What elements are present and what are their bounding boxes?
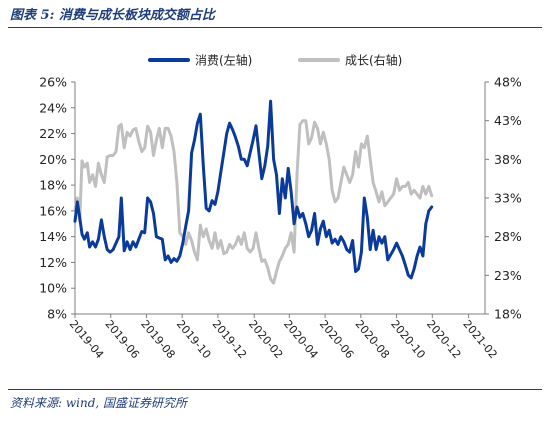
left-tick-label: 10% [39,281,67,296]
left-tick-label: 22% [39,126,67,141]
right-tick-label: 38% [494,152,522,167]
x-tick-label: 2019-12 [210,318,250,362]
right-tick-label: 48% [494,75,522,90]
left-tick-label: 12% [39,255,67,270]
source-rule [8,389,542,390]
left-tick-label: 20% [39,152,67,167]
x-tick-label: 2019-06 [102,318,142,362]
x-tick-label: 2020-10 [388,318,428,362]
right-tick-label: 23% [494,268,522,283]
chart-legend: 消费(左轴) 成长(右轴) [148,53,402,68]
left-tick-label: 8% [47,307,67,322]
left-tick-label: 18% [39,178,67,193]
x-tick-label: 2019-08 [138,318,178,362]
left-tick-label: 26% [39,75,67,90]
right-tick-label: 33% [494,191,522,206]
figure-title: 图表 5: 消费与成长板块成交额占比 [10,8,215,23]
x-tick-label: 2021-02 [460,318,500,362]
x-tick-label: 2020-12 [424,318,464,362]
x-tick-label: 2020-02 [246,318,286,362]
right-tick-label: 18% [494,307,522,322]
right-tick-label: 28% [494,229,522,244]
x-tick-label: 2019-04 [67,318,107,362]
legend-growth-label: 成长(右轴) [345,53,402,68]
x-tick-label: 2019-10 [174,318,214,362]
x-tick-label: 2020-08 [353,318,393,362]
right-tick-label: 43% [494,113,522,128]
left-tick-label: 24% [39,100,67,115]
legend-consumer-label: 消费(左轴) [195,53,252,68]
growth-series-line [73,119,434,285]
chart-series [73,99,434,285]
x-tick-label: 2020-06 [317,318,357,362]
title-rule [8,27,542,28]
x-tick-label: 2020-04 [281,318,321,362]
left-tick-label: 16% [39,203,67,218]
chart-axes: 8% 10% 12% 14% 16% 18% 20% 22% 24% 26% 18% 23% 28% 33… [39,75,522,362]
source-note: 资料来源: wind, 国盛证券研究所 [10,396,188,410]
consumer-series-line [73,99,434,280]
left-tick-label: 14% [39,229,67,244]
